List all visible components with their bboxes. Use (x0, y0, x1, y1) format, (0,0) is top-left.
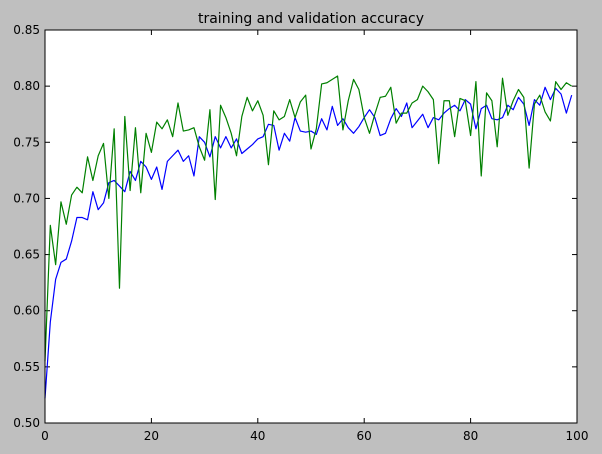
chart-title: training and validation accuracy (198, 11, 424, 27)
x-tick-label: 100 (566, 429, 589, 443)
x-tick-label: 40 (250, 429, 265, 443)
y-tick-label: 0.75 (13, 135, 40, 149)
plot-area (45, 30, 577, 423)
x-tick-label: 20 (144, 429, 159, 443)
y-tick-label: 0.65 (13, 248, 40, 262)
x-tick-label: 0 (41, 429, 49, 443)
y-tick-label: 0.70 (13, 191, 40, 205)
x-tick-label: 80 (463, 429, 478, 443)
y-tick-label: 0.80 (13, 79, 40, 93)
plot-frame (44, 29, 578, 424)
x-tick-label: 60 (357, 429, 372, 443)
series-line-2 (44, 75, 573, 362)
y-tick-label: 0.60 (13, 304, 40, 318)
y-tick-label: 0.85 (13, 23, 40, 37)
y-tick-label: 0.55 (13, 360, 40, 374)
series-line-1 (44, 86, 573, 399)
axis-ticks: 0 20 40 60 80 100 0.50 0.55 0.60 0.65 0.70 0.75 0.80… (13, 23, 588, 443)
series-layer (44, 75, 573, 399)
y-tick-label: 0.50 (13, 416, 40, 430)
